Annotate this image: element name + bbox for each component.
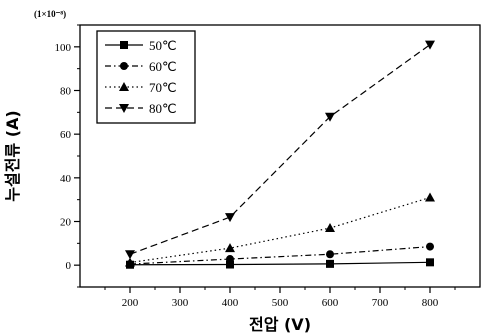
y-tick-label: 0 [66, 260, 72, 272]
x-tick-label: 300 [172, 297, 189, 309]
legend-label: 80℃ [149, 101, 177, 116]
legend-label: 50℃ [149, 38, 177, 53]
y-tick-label: 20 [60, 217, 72, 229]
x-tick-label: 600 [322, 297, 339, 309]
series-line [129, 44, 431, 255]
legend-marker [120, 62, 128, 70]
data-point [226, 260, 234, 269]
y-tick-label: 60 [60, 129, 72, 141]
series-4 [125, 40, 435, 260]
x-tick-label: 500 [272, 297, 289, 309]
legend-marker [119, 82, 129, 91]
legend-box [96, 30, 196, 124]
x-tick-label: 200 [122, 297, 139, 309]
series-3 [125, 192, 435, 267]
data-point [326, 259, 334, 268]
series-layer [125, 40, 435, 269]
data-point [326, 250, 334, 259]
legend: 50℃ 60℃ 70℃ 80℃ [96, 30, 196, 124]
y-tick-label: 40 [60, 173, 72, 185]
axes: 200 300 400 500 600 700 800 0 20 40 60 80 100 [55, 24, 481, 309]
data-point [426, 242, 434, 251]
data-point [425, 40, 435, 50]
data-point [426, 258, 434, 267]
data-point [226, 255, 234, 264]
data-point [425, 192, 435, 202]
y-tick-label: 100 [55, 42, 72, 54]
legend-marker [119, 104, 129, 113]
legend-marker [120, 41, 128, 49]
x-tick-label: 700 [372, 297, 389, 309]
data-point [325, 112, 335, 122]
series-line [129, 196, 431, 264]
data-point [225, 213, 235, 223]
data-point [125, 257, 135, 267]
y-multiplier-label: (1×10⁻⁸) [34, 9, 66, 19]
series-line [129, 246, 431, 265]
legend-label: 60℃ [149, 59, 177, 74]
legend-label: 70℃ [149, 80, 177, 95]
x-tick-label: 800 [422, 297, 439, 309]
data-point [125, 250, 135, 260]
x-axis-title: 전압 (V) [249, 315, 311, 334]
x-tick-label: 400 [222, 297, 239, 309]
data-point [325, 223, 335, 233]
series-1 [126, 258, 434, 269]
data-point [225, 243, 235, 253]
series-line [129, 261, 431, 266]
y-tick-label: 80 [60, 86, 72, 98]
y-axis-title: 누설전류 (A) [3, 110, 22, 201]
